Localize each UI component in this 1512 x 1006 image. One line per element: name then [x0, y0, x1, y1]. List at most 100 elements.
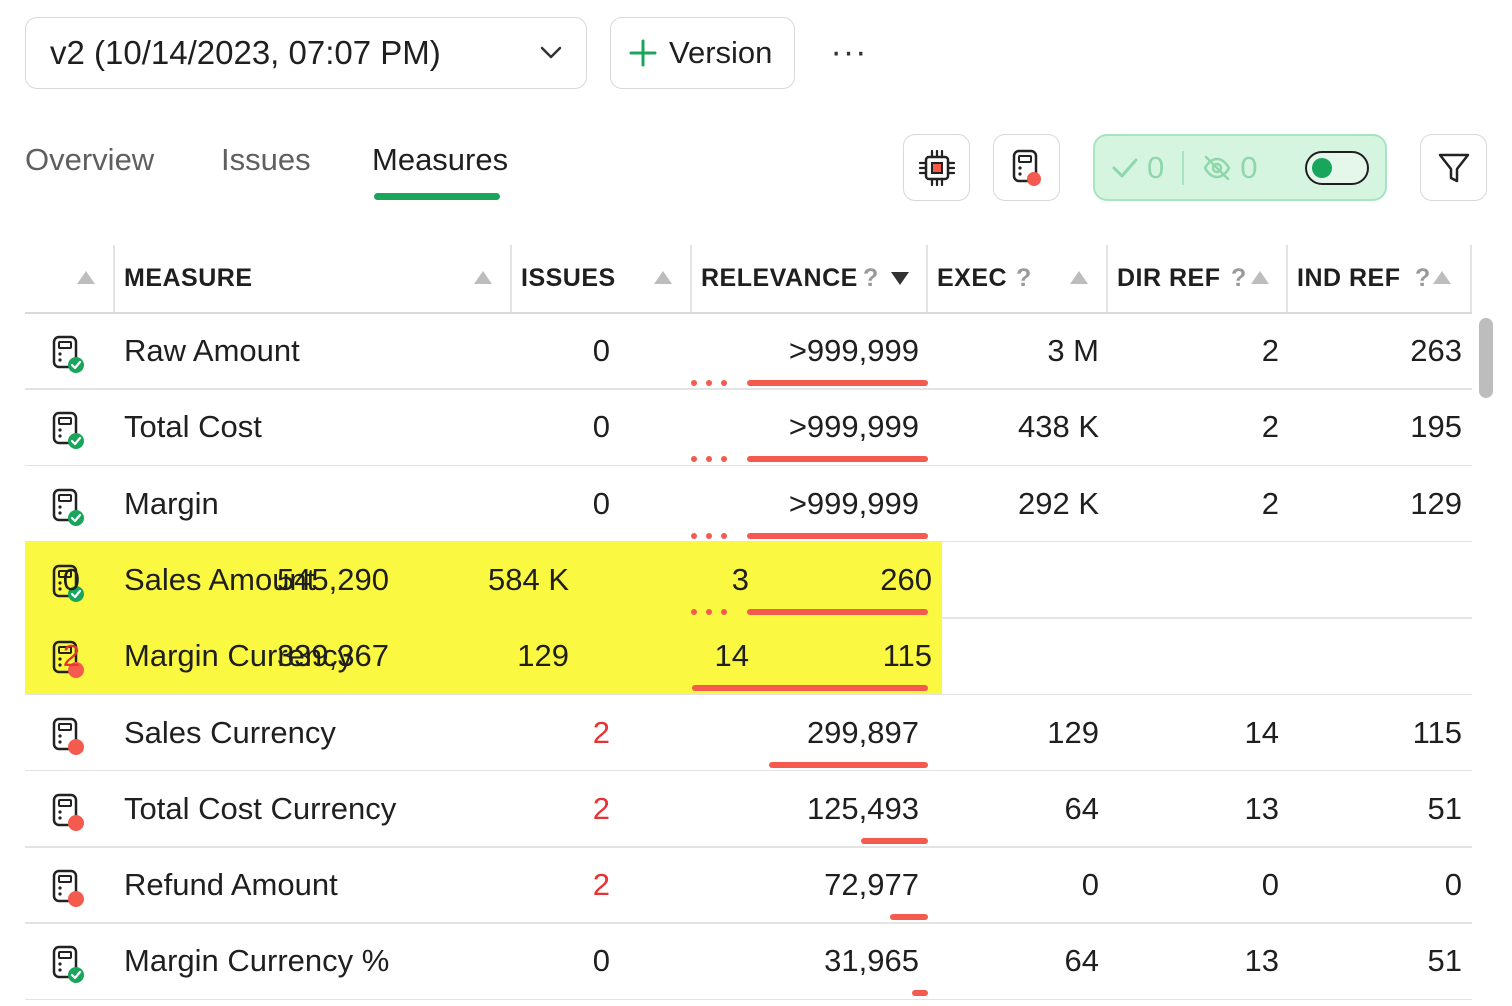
sort-asc-icon[interactable]	[77, 271, 95, 284]
measure-error-icon	[52, 869, 84, 908]
dir-ref-value: 14	[1244, 714, 1279, 750]
more-options-icon[interactable]: ···	[830, 32, 868, 71]
dir-ref-value: 0	[1261, 867, 1279, 903]
row-divider	[25, 464, 1472, 467]
table-row[interactable]: Total Cost 0 >999,999 438 K 2 195	[25, 389, 1472, 465]
relevance-value: >999,999	[788, 485, 919, 521]
table-row[interactable]: Total Cost Currency 2 125,493 64 13 51	[25, 771, 1472, 847]
tab-measures[interactable]: Measures	[372, 142, 509, 177]
processor-icon	[918, 149, 955, 186]
divider	[1182, 150, 1185, 185]
issues-count: 2	[592, 867, 610, 903]
column-header-dir-ref[interactable]: DIR REF	[1117, 264, 1221, 292]
relevance-value: 299,897	[806, 714, 919, 750]
column-divider	[690, 245, 692, 312]
dir-ref-value: 3	[731, 561, 749, 597]
sort-asc-icon[interactable]	[1433, 271, 1451, 284]
relevance-bar	[747, 380, 928, 386]
filter-icon	[1438, 153, 1469, 182]
table-row[interactable]: Margin 0 >999,999 292 K 2 129	[25, 466, 1472, 542]
eye-off-icon	[1203, 155, 1231, 180]
processor-button[interactable]	[903, 134, 970, 201]
row-divider	[25, 769, 1472, 772]
relevance-value: 545,290	[276, 561, 389, 597]
tab-overview[interactable]: Overview	[25, 142, 155, 177]
table-row[interactable]: Margin Currency 2 339,367 129 14 115	[25, 618, 942, 695]
measure-name: Margin	[124, 485, 219, 521]
issues-count: 0	[592, 333, 610, 368]
column-divider	[510, 245, 512, 312]
help-icon[interactable]: ?	[1231, 264, 1247, 292]
scrollbar-thumb[interactable]	[1479, 318, 1493, 398]
table-row[interactable]: Raw Amount 0 >999,999 3 M 2 263	[25, 313, 1472, 389]
sort-asc-icon[interactable]	[1251, 271, 1269, 284]
version-select-value: v2 (10/14/2023, 07:07 PM)	[50, 34, 441, 71]
issues-count: 2	[592, 790, 610, 826]
exec-value: 584 K	[487, 561, 569, 597]
measure-ok-icon	[52, 946, 84, 984]
ind-ref-value: 195	[1410, 409, 1462, 445]
column-header-issues[interactable]: ISSUES	[521, 264, 616, 292]
exec-value: 292 K	[1017, 485, 1099, 521]
column-header-exec[interactable]: EXEC	[937, 264, 1008, 292]
issues-count: 2	[592, 714, 610, 750]
active-tab-indicator	[374, 193, 500, 200]
table-row[interactable]: Sales Amount 0 545,290 584 K 3 260	[25, 541, 942, 618]
tab-issues[interactable]: Issues	[221, 142, 311, 177]
ind-ref-value: 115	[882, 638, 932, 674]
exec-value: 129	[517, 638, 569, 674]
dir-ref-value: 2	[1261, 333, 1279, 368]
help-icon[interactable]: ?	[1415, 264, 1431, 292]
relevance-overflow-dots	[691, 456, 727, 463]
relevance-bar	[747, 608, 928, 615]
column-divider	[926, 245, 928, 312]
row-divider	[25, 693, 1472, 695]
ind-ref-value: 263	[1410, 333, 1462, 368]
relevance-bar	[692, 685, 928, 692]
measure-ok-icon	[52, 412, 84, 450]
check-icon	[1112, 158, 1138, 177]
exec-value: 64	[1064, 943, 1099, 979]
column-header-ind-ref[interactable]: IND REF	[1297, 264, 1401, 292]
version-select[interactable]: v2 (10/14/2023, 07:07 PM)	[25, 17, 587, 89]
sort-asc-icon[interactable]	[654, 271, 672, 284]
help-icon[interactable]: ?	[863, 264, 879, 292]
table-row[interactable]: Margin Currency % 0 31,965 64 13 51	[25, 923, 1472, 999]
measure-name: Total Cost Currency	[124, 790, 397, 826]
row-divider	[25, 846, 1472, 848]
table-row[interactable]: Refund Amount 2 72,977 0 0 0	[25, 847, 1472, 923]
row-divider	[25, 922, 1472, 924]
dir-ref-value: 13	[1244, 943, 1279, 979]
sort-desc-icon[interactable]	[891, 272, 909, 285]
table-row[interactable]: Sales Currency 2 299,897 129 14 115	[25, 695, 1472, 771]
relevance-bar	[890, 914, 928, 921]
add-version-button[interactable]: Version	[610, 17, 795, 89]
measure-name: Margin Currency %	[124, 943, 390, 979]
add-version-label: Version	[669, 35, 773, 70]
header-divider	[25, 312, 1472, 314]
sort-asc-icon[interactable]	[1070, 271, 1088, 284]
column-divider	[113, 245, 115, 312]
ind-ref-value: 51	[1427, 943, 1462, 979]
column-header-relevance[interactable]: RELEVANCE	[701, 264, 858, 292]
visibility-toggle-group[interactable]: 0 0	[1093, 134, 1387, 201]
relevance-value: 72,977	[824, 867, 919, 903]
sort-asc-icon[interactable]	[474, 271, 492, 284]
ind-ref-value: 260	[880, 561, 932, 597]
column-divider	[1106, 245, 1108, 312]
help-icon[interactable]: ?	[1016, 264, 1032, 292]
dir-ref-value: 13	[1244, 790, 1279, 826]
relevance-overflow-dots	[691, 380, 727, 386]
exec-value: 129	[1047, 714, 1099, 750]
relevance-bar	[747, 456, 928, 463]
issues-count: 2	[62, 638, 80, 674]
measure-error-filter-button[interactable]	[993, 134, 1060, 201]
filter-button[interactable]	[1420, 134, 1487, 201]
measure-error-icon	[52, 717, 84, 755]
measure-error-icon	[52, 793, 84, 831]
toggle-switch[interactable]	[1305, 150, 1369, 185]
column-header-measure[interactable]: MEASURE	[124, 264, 253, 292]
measure-name: Raw Amount	[124, 333, 300, 368]
chevron-down-icon	[540, 46, 562, 59]
relevance-bar	[747, 532, 928, 539]
